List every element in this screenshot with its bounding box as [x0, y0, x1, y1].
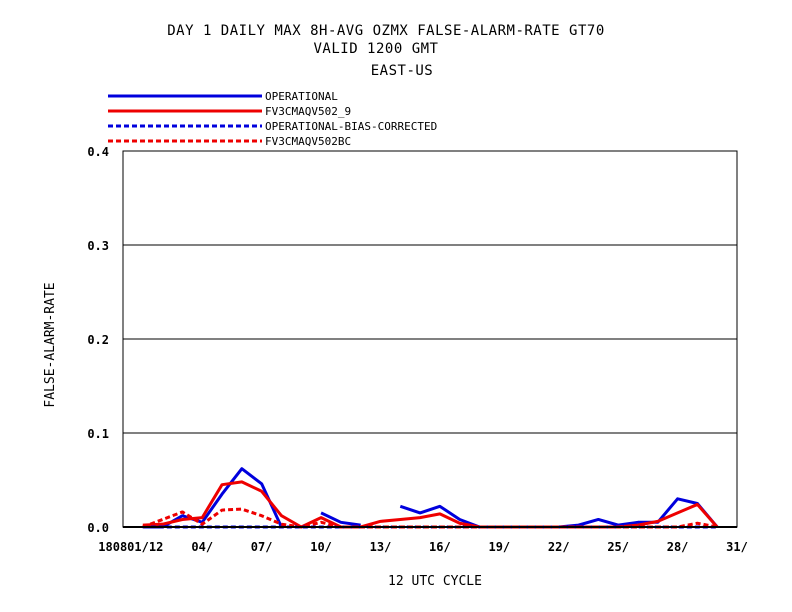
legend-label-4: FV3CMAQV502BC: [265, 135, 351, 148]
series-line-1: [399, 497, 719, 529]
chart-title-line-2: VALID 1200 GMT: [313, 41, 438, 57]
series-line-4: [142, 507, 718, 529]
gridlines: [123, 244, 737, 434]
y-tick-label: 0.2: [87, 333, 109, 347]
x-tick-label: 13/: [370, 540, 392, 554]
x-tick-label: 22/: [548, 540, 570, 554]
legend-label-1: OPERATIONAL: [265, 90, 338, 103]
x-tick-label: 19/: [488, 540, 510, 554]
series-line-1: [142, 467, 283, 529]
chart-title-line-3: EAST-US: [371, 63, 434, 79]
x-axis-label: 12 UTC CYCLE: [388, 574, 482, 589]
x-tick-label: 07/: [251, 540, 273, 554]
y-tick-label: 0.0: [87, 521, 109, 535]
x-axis-ticks: 180801/12 04/07/10/13/16/19/22/25/28/31/: [98, 540, 748, 554]
y-axis-ticks: 0.0 0.1 0.2 0.3 0.4: [87, 145, 109, 535]
plot-area: [122, 150, 738, 529]
x-tick-label: 10/: [310, 540, 332, 554]
x-tick-label: 25/: [607, 540, 629, 554]
chart-title-line-1: DAY 1 DAILY MAX 8H-AVG OZMX FALSE-ALARM-…: [167, 23, 605, 39]
y-tick-label: 0.4: [87, 145, 109, 159]
x-tick-label: 31/: [726, 540, 748, 554]
x-tick-label: 28/: [667, 540, 689, 554]
x-tick-label: 04/: [191, 540, 213, 554]
series-line-2: [142, 480, 719, 529]
series-line-1: [320, 511, 361, 527]
y-tick-label: 0.1: [87, 427, 109, 441]
x-tick-label: 16/: [429, 540, 451, 554]
legend-label-3: OPERATIONAL-BIAS-CORRECTED: [265, 120, 437, 133]
legend: OPERATIONAL FV3CMAQV502_9 OPERATIONAL-BIAS…: [108, 90, 437, 148]
x-tick-label: 180801/12: [98, 540, 163, 554]
y-axis-label: FALSE-ALARM-RATE: [43, 282, 58, 407]
y-tick-label: 0.3: [87, 239, 109, 253]
legend-label-2: FV3CMAQV502_9: [265, 105, 351, 118]
series-lines: [142, 467, 719, 529]
